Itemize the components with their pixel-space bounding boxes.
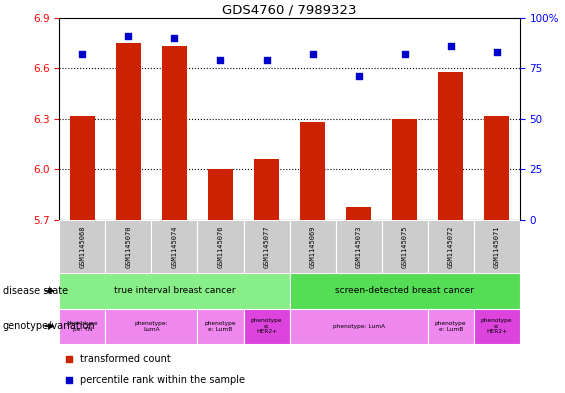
Point — [78, 51, 87, 57]
Bar — [59, 309, 105, 344]
Point — [124, 33, 133, 39]
Text: phenotype
e: LumB: phenotype e: LumB — [435, 321, 467, 332]
Bar — [474, 309, 520, 344]
Bar — [290, 309, 428, 344]
Point — [216, 57, 225, 63]
Point — [308, 51, 317, 57]
Text: percentile rank within the sample: percentile rank within the sample — [80, 375, 245, 385]
Point — [400, 51, 409, 57]
Bar — [484, 116, 510, 220]
Text: phenotype
e:
HER2+: phenotype e: HER2+ — [481, 318, 512, 334]
Bar — [392, 119, 418, 220]
Bar — [254, 160, 279, 220]
Text: phenotype
pe: TN: phenotype pe: TN — [67, 321, 98, 332]
Title: GDS4760 / 7989323: GDS4760 / 7989323 — [222, 4, 357, 17]
Bar — [69, 116, 95, 220]
Bar — [59, 273, 290, 309]
Bar — [438, 72, 463, 220]
Bar — [290, 220, 336, 273]
Text: genotype/variation: genotype/variation — [3, 321, 95, 331]
Bar — [428, 220, 474, 273]
Bar — [116, 43, 141, 220]
Bar — [105, 220, 151, 273]
Point — [354, 73, 363, 79]
Text: GSM1145077: GSM1145077 — [263, 225, 270, 268]
Bar — [105, 309, 198, 344]
Point — [446, 43, 455, 49]
Bar — [346, 207, 371, 220]
Point — [170, 35, 179, 41]
Bar — [198, 220, 244, 273]
Text: phenotype:
LumA: phenotype: LumA — [134, 321, 168, 332]
Bar — [244, 220, 290, 273]
Text: GSM1145075: GSM1145075 — [402, 225, 408, 268]
Point — [64, 376, 73, 383]
Text: screen-detected breast cancer: screen-detected breast cancer — [335, 286, 474, 295]
Text: GSM1145076: GSM1145076 — [218, 225, 224, 268]
Bar — [428, 309, 474, 344]
Bar — [198, 309, 244, 344]
Bar — [290, 273, 520, 309]
Text: GSM1145072: GSM1145072 — [447, 225, 454, 268]
Bar — [244, 309, 290, 344]
Text: GSM1145073: GSM1145073 — [355, 225, 362, 268]
Text: phenotype: LumA: phenotype: LumA — [333, 324, 385, 329]
Text: GSM1145069: GSM1145069 — [310, 225, 316, 268]
Text: disease state: disease state — [3, 286, 68, 296]
Point — [262, 57, 271, 63]
Bar — [336, 220, 382, 273]
Bar — [59, 220, 105, 273]
Text: GSM1145068: GSM1145068 — [79, 225, 85, 268]
Text: true interval breast cancer: true interval breast cancer — [114, 286, 235, 295]
Text: GSM1145071: GSM1145071 — [494, 225, 500, 268]
Point — [64, 356, 73, 362]
Bar — [382, 220, 428, 273]
Bar — [151, 220, 198, 273]
Bar — [474, 220, 520, 273]
Text: GSM1145074: GSM1145074 — [171, 225, 177, 268]
Text: transformed count: transformed count — [80, 354, 171, 364]
Point — [492, 49, 501, 55]
Bar — [208, 169, 233, 220]
Text: phenotype
e: LumB: phenotype e: LumB — [205, 321, 236, 332]
Bar — [300, 122, 325, 220]
Text: GSM1145070: GSM1145070 — [125, 225, 132, 268]
Text: phenotype
e:
HER2+: phenotype e: HER2+ — [251, 318, 282, 334]
Bar — [162, 46, 187, 220]
